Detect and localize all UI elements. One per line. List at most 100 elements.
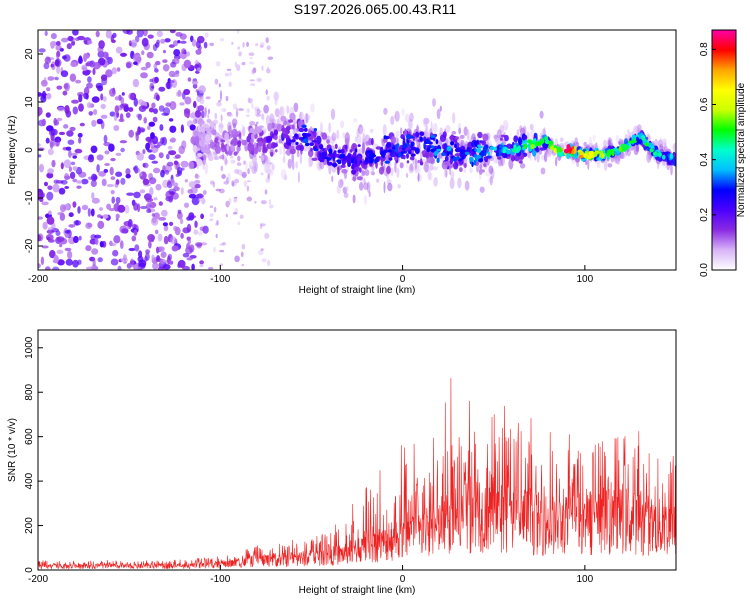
spectrogram-cells <box>38 30 676 270</box>
ridge-blob <box>423 117 430 125</box>
noise-blob <box>153 108 158 114</box>
ridge-blob <box>427 144 433 149</box>
noise-blob <box>62 55 67 60</box>
halo-blob <box>236 107 238 118</box>
noise-blob <box>65 110 72 118</box>
halo-blob <box>194 174 200 179</box>
halo-blob <box>458 127 462 135</box>
noise-blob <box>50 41 57 47</box>
halo-blob <box>278 139 283 144</box>
peak-blob <box>652 151 658 156</box>
halo-blob <box>503 119 509 131</box>
noise-blob <box>78 137 82 144</box>
colorbar-tick-label: 0.6 <box>699 97 710 111</box>
peak-blob <box>454 144 457 148</box>
noise-blob <box>188 193 197 199</box>
ridge-blob <box>196 158 203 167</box>
noise-blob <box>55 41 61 46</box>
peak-blob <box>563 148 569 154</box>
halo-blob <box>210 150 217 157</box>
noise-blob <box>68 224 76 228</box>
halo-blob <box>328 162 332 175</box>
x-tick-label: 0 <box>400 574 406 585</box>
noise-blob <box>259 44 264 48</box>
noise-blob <box>148 121 156 127</box>
noise-blob <box>173 49 181 57</box>
ridge-blob <box>573 145 578 150</box>
halo-blob <box>646 151 652 163</box>
noise-blob <box>189 124 196 131</box>
peak-blob <box>517 145 521 152</box>
peak-blob <box>469 156 474 162</box>
halo-blob <box>232 122 236 129</box>
halo-blob <box>400 127 403 136</box>
noise-blob <box>166 161 174 167</box>
noise-blob <box>138 250 143 258</box>
noise-blob <box>75 219 79 226</box>
ridge-blob <box>273 134 278 141</box>
halo-blob <box>608 139 611 146</box>
peak-blob <box>460 149 463 152</box>
noise-blob <box>69 73 77 82</box>
ridge-blob <box>454 139 458 143</box>
noise-blob <box>86 102 92 109</box>
noise-blob <box>46 92 52 100</box>
halo-blob <box>525 147 529 154</box>
noise-blob <box>152 216 157 224</box>
ridge-blob <box>241 139 247 146</box>
peak-blob <box>313 145 317 150</box>
halo-blob <box>439 105 442 112</box>
halo-blob <box>405 172 409 179</box>
peak-blob <box>313 148 319 151</box>
noise-blob <box>239 214 244 219</box>
halo-blob <box>457 122 462 129</box>
noise-blob <box>77 35 85 41</box>
noise-blob <box>79 122 85 127</box>
halo-blob <box>220 114 223 122</box>
ridge-blob <box>596 157 603 161</box>
noise-blob <box>111 196 115 204</box>
peak-blob <box>461 156 465 160</box>
noise-blob <box>98 40 105 49</box>
noise-blob <box>183 59 192 69</box>
halo-blob <box>331 132 337 142</box>
peak-blob <box>476 155 482 159</box>
peak-blob <box>388 157 393 161</box>
noise-blob <box>56 117 63 122</box>
noise-blob <box>128 40 132 47</box>
ridge-blob <box>361 170 366 176</box>
halo-blob <box>519 163 526 169</box>
noise-blob <box>169 101 177 110</box>
halo-blob <box>263 104 269 114</box>
halo-blob <box>404 113 410 123</box>
ridge-blob <box>454 136 460 140</box>
noise-blob <box>128 92 135 100</box>
noise-blob <box>225 95 229 102</box>
noise-blob <box>260 248 264 251</box>
ridge-blob <box>527 147 533 152</box>
peak-blob <box>606 152 612 157</box>
halo-blob <box>231 180 235 187</box>
halo-blob <box>464 180 470 191</box>
ridge-blob <box>224 132 230 141</box>
peak-blob <box>430 134 436 138</box>
peak-blob <box>376 156 381 159</box>
halo-blob <box>450 170 455 180</box>
peak-blob <box>557 148 563 153</box>
ridge-blob <box>211 129 217 136</box>
noise-blob <box>78 235 82 241</box>
halo-blob <box>214 112 218 120</box>
noise-blob <box>185 51 191 57</box>
noise-blob <box>108 143 115 152</box>
noise-blob <box>241 243 246 250</box>
halo-blob <box>424 126 429 139</box>
halo-blob <box>414 162 419 174</box>
ridge-blob <box>231 128 238 138</box>
noise-blob <box>115 46 123 54</box>
noise-blob <box>167 145 173 150</box>
ridge-blob <box>419 161 424 166</box>
noise-blob <box>78 94 83 103</box>
noise-blob <box>119 140 128 144</box>
noise-blob <box>180 187 184 195</box>
peak-blob <box>318 156 322 160</box>
